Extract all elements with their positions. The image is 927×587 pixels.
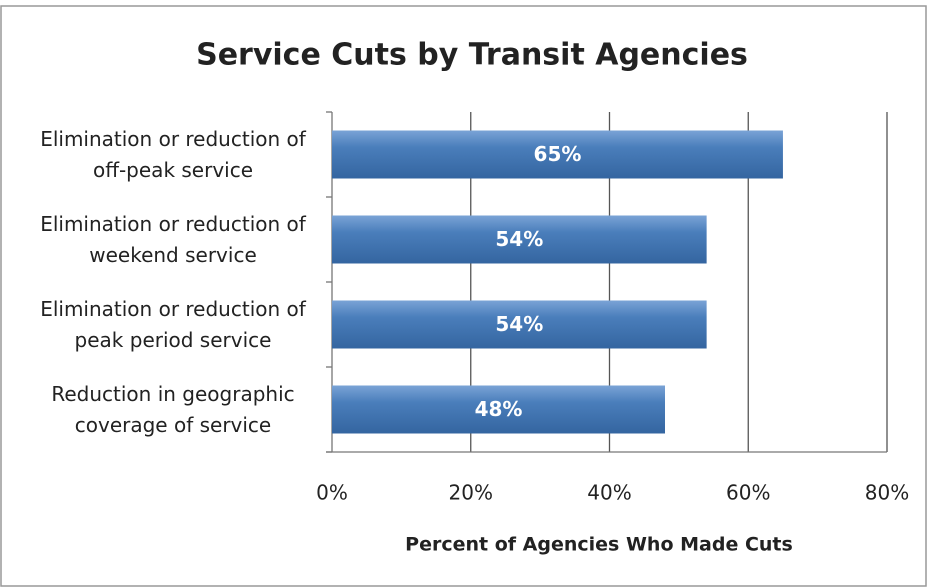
frame xyxy=(0,5,927,587)
y-tick-label: Reduction in geographic coverage of serv… xyxy=(51,381,295,437)
y-tick-label: Elimination or reduction of weekend serv… xyxy=(40,211,306,267)
x-tick-label: 40% xyxy=(587,481,631,505)
bar xyxy=(332,130,783,179)
x-tick-label: 60% xyxy=(726,481,770,505)
data-label: 54% xyxy=(495,227,543,251)
bar xyxy=(332,300,707,349)
chart-title: Service Cuts by Transit Agencies xyxy=(196,38,748,73)
x-tick-label: 80% xyxy=(865,481,909,505)
y-tick-label: Elimination or reduction of off-peak ser… xyxy=(40,126,306,182)
x-tick-label: 20% xyxy=(449,481,493,505)
x-tick-label: 0% xyxy=(316,481,348,505)
data-label: 65% xyxy=(534,142,582,166)
data-label: 54% xyxy=(495,312,543,336)
data-label: 48% xyxy=(475,397,523,421)
x-axis-label: Percent of Agencies Who Made Cuts xyxy=(405,534,793,556)
y-tick-label: Elimination or reduction of peak period … xyxy=(40,296,306,352)
bar xyxy=(332,385,665,434)
bar xyxy=(332,215,707,264)
